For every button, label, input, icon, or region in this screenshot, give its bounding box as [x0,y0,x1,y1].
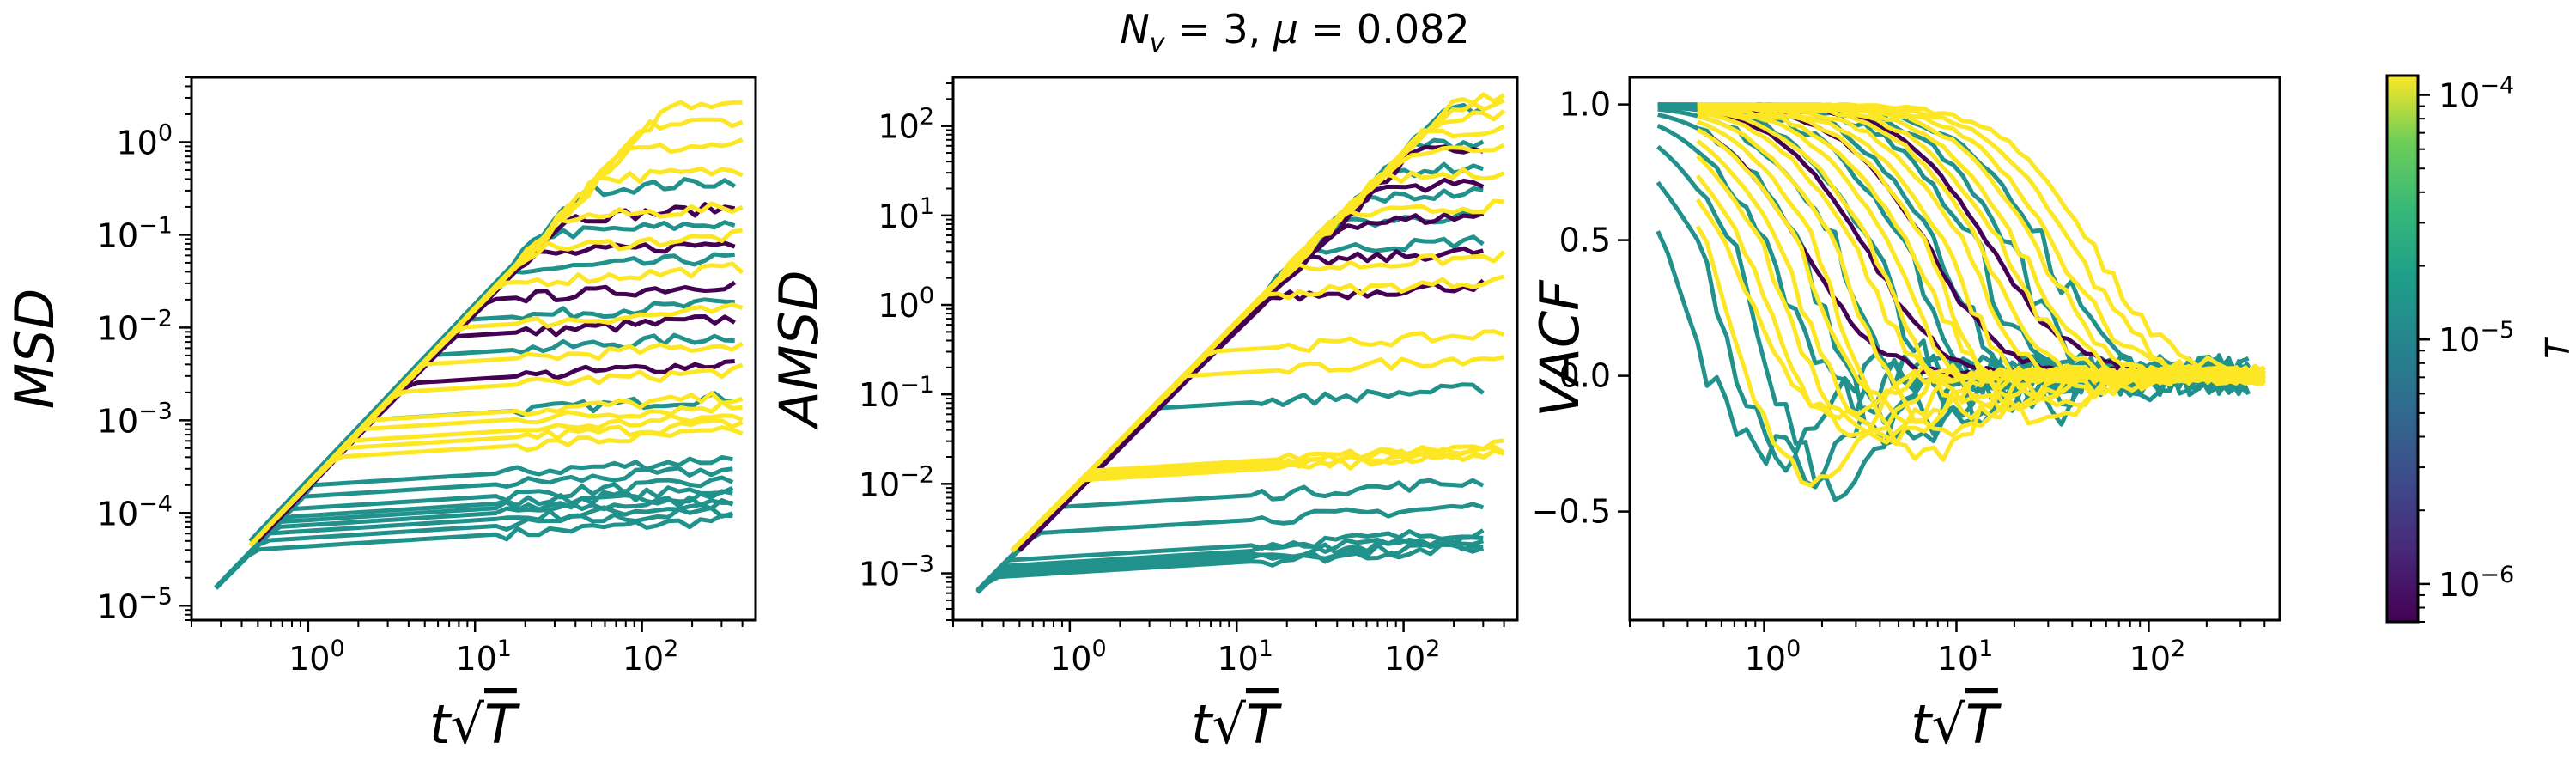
msd-y-tick-label: 100 [116,119,173,161]
msd-series-line [214,455,733,589]
amsd-x-ticks: 100 101 102 [952,620,1505,678]
amsd-y-tick-label: 100 [878,283,934,325]
vacf-y-tick-label: 0.0 [1559,357,1611,395]
vacf-series-line [1657,102,2250,396]
colorbar-ticks: 10−4 10−5 10−6 [2418,73,2514,623]
msd-y-ticks: 10−5 10−4 10−3 10−2 10−1 100 [97,76,191,625]
amsd-y-label: AMSD [768,270,830,430]
msd-series-line [214,513,733,590]
msd-y-tick-label: 10−4 [97,490,173,533]
vacf-x-tick-label: 102 [2129,636,2186,678]
amsd-y-tick-label: 101 [878,193,934,235]
amsd-y-tick-label: 10−1 [859,372,934,414]
msd-y-tick-label: 10−1 [97,212,173,254]
amsd-series-line [975,539,1484,594]
amsd-series-line [975,542,1485,594]
msd-series-line [214,497,734,590]
vacf-series-line [1697,102,2267,380]
msd-y-label: MSD [3,289,66,410]
msd-series-line [214,475,734,589]
vacf-x-label: t√T [1911,693,2002,756]
amsd-lines [975,92,1506,594]
amsd-y-tick-label: 10−3 [859,551,934,593]
amsd-x-tick-label: 101 [1217,636,1273,678]
msd-y-tick-label: 10−5 [97,583,173,625]
amsd-series-line [1010,448,1505,553]
amsd-series-line [1010,161,1485,552]
msd-panel: 100 101 102 10−5 10−4 10−3 10−2 10−1 100 MSD t√… [3,76,757,756]
msd-series-line [214,495,733,590]
msd-x-tick-label: 101 [455,636,512,678]
vacf-x-tick-label: 100 [1745,636,1801,678]
amsd-series-line [1010,438,1504,553]
amsd-y-tick-label: 102 [878,104,934,146]
amsd-y-tick-label: 10−2 [859,461,934,503]
msd-series-line [248,100,743,547]
vacf-y-tick-label: −0.5 [1532,493,1611,531]
vacf-y-tick-label: 0.5 [1559,222,1611,259]
vacf-series-line [1697,104,2266,401]
colorbar: 10−4 10−5 10−6 T [2385,73,2576,624]
amsd-series-line [1010,92,1505,552]
vacf-series-line [1657,102,2251,390]
vacf-series-line [1656,230,2251,466]
amsd-series-line [975,528,1485,593]
colorbar-tick-label: 10−6 [2439,562,2514,604]
vacf-lines [1656,102,2267,502]
msd-series-line [248,177,736,543]
amsd-x-tick-label: 102 [1384,636,1441,678]
msd-series-line [214,485,734,589]
vacf-panel: 100 101 102 1.0 0.5 0.0 −0.5 VACF t√T [1528,76,2281,756]
vacf-y-ticks: 1.0 0.5 0.0 −0.5 [1532,86,1630,531]
msd-lines [214,100,744,590]
colorbar-tick-label: 10−5 [2439,317,2514,359]
amsd-x-label: t√T [1191,693,1282,756]
amsd-panel: 100 101 102 10−3 10−2 10−1 100 101 102 AMSD t√T [768,76,1519,756]
amsd-x-tick-label: 100 [1050,636,1107,678]
vacf-series-line [1704,132,2250,383]
vacf-x-ticks: 100 101 102 [1629,620,2266,678]
suptitle: Nv = 3, μ = 0.082 [1120,6,1469,58]
msd-y-tick-label: 10−2 [97,305,173,347]
colorbar-label: T [2539,337,2576,359]
msd-x-ticks: 100 101 102 [191,620,744,678]
vacf-y-label: VACF [1528,279,1591,417]
amsd-axes-frame [951,76,1519,622]
msd-series-line [214,489,733,590]
msd-x-label: t√T [429,693,520,756]
vacf-y-tick-label: 1.0 [1559,86,1611,124]
colorbar-gradient [2385,74,2420,624]
msd-x-tick-label: 102 [623,636,679,678]
msd-x-tick-label: 100 [289,636,345,678]
msd-y-tick-label: 10−3 [97,398,173,440]
colorbar-tick-label: 10−4 [2439,73,2514,115]
amsd-y-ticks: 10−3 10−2 10−1 100 101 102 [859,82,953,621]
vacf-x-tick-label: 101 [1937,636,1994,678]
amsd-series-line [975,537,1485,594]
amsd-series-line [1010,448,1505,553]
vacf-axes-frame [1628,76,2281,622]
amsd-series-line [975,502,1485,593]
msd-series-line [214,506,733,590]
